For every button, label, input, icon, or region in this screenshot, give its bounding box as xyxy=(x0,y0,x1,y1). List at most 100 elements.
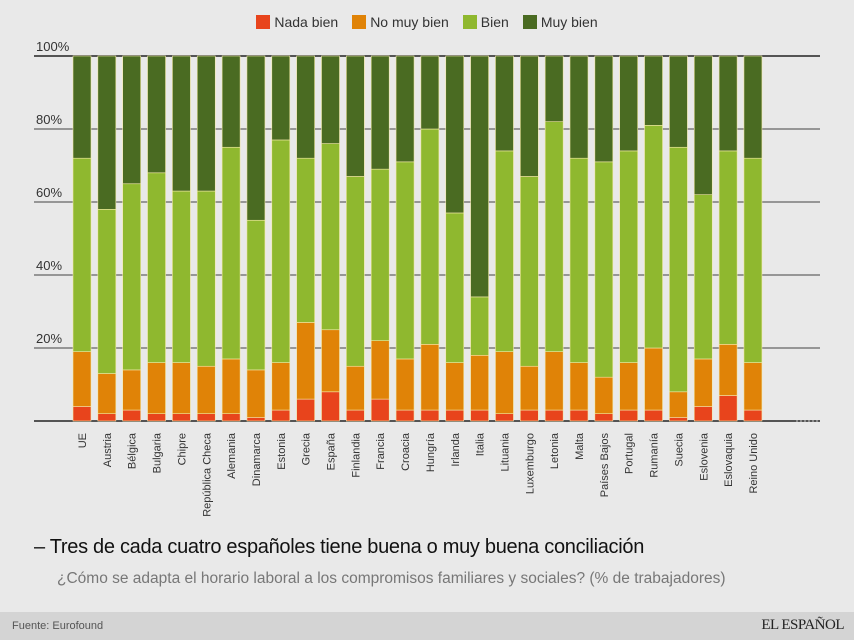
bar-segment-nada-bien xyxy=(519,409,539,422)
bar-segment-muy-bien xyxy=(346,55,365,177)
brand-logo: EL ESPAÑOL xyxy=(761,617,844,633)
chart-legend: Nada bien No muy bien Bien Muy bien xyxy=(0,14,854,30)
x-tick-label: Portugal xyxy=(624,433,636,474)
bar-segment-bien xyxy=(420,128,440,345)
bar-group-estonia xyxy=(271,55,291,422)
bar-segment-no-muy-bien xyxy=(221,358,241,415)
x-tick-label: Dinamarca xyxy=(251,432,263,486)
bar-segment-bien xyxy=(669,146,688,393)
x-tick-label: Reino Unido xyxy=(748,433,760,494)
legend-item-muy-bien: Muy bien xyxy=(522,14,598,30)
bar-segment-bien xyxy=(470,296,489,356)
bar-segment-no-muy-bien xyxy=(72,351,92,407)
bar-segment-bien xyxy=(594,161,614,378)
bar-segment-muy-bien xyxy=(370,55,390,170)
bar-segment-bien xyxy=(544,121,564,352)
bar-segment-bien xyxy=(172,190,191,363)
bar-segment-muy-bien xyxy=(619,55,639,152)
bar-segment-nada-bien xyxy=(72,406,92,422)
bar-segment-muy-bien xyxy=(544,55,564,122)
bar-segment-muy-bien xyxy=(296,55,315,159)
bar-segment-muy-bien xyxy=(395,55,415,163)
bar-group-croacia xyxy=(395,55,415,422)
bar-segment-muy-bien xyxy=(569,55,589,159)
bar-segment-no-muy-bien xyxy=(644,347,663,411)
bar-segment-muy-bien xyxy=(519,55,539,177)
x-tick-label: Alemania xyxy=(226,432,238,479)
bar-segment-no-muy-bien xyxy=(594,376,614,415)
bar-segment-muy-bien xyxy=(221,55,241,148)
bar-segment-nada-bien xyxy=(196,413,216,422)
x-tick-label: Bulgaria xyxy=(152,432,164,473)
bar-segment-nada-bien xyxy=(594,413,614,422)
bar-segment-bien xyxy=(370,168,390,341)
x-tick-label: Grecia xyxy=(301,432,313,465)
headline-dash: – xyxy=(34,536,45,558)
bar-segment-bien xyxy=(519,176,539,367)
bar-segment-bien xyxy=(693,194,713,360)
bar-segment-muy-bien xyxy=(172,55,191,192)
footer-bar: Fuente: Eurofound EL ESPAÑOL xyxy=(0,612,854,640)
source-text: Fuente: Eurofound xyxy=(12,620,104,632)
y-tick-label: 80% xyxy=(36,112,62,127)
bar-segment-muy-bien xyxy=(594,55,614,163)
legend-swatch-bien xyxy=(462,15,477,29)
bar-group-alemania xyxy=(221,55,241,422)
bar-group-austria xyxy=(97,55,117,422)
bar-segment-bien xyxy=(246,219,266,371)
bar-group-espana xyxy=(321,55,340,422)
bar-segment-no-muy-bien xyxy=(619,362,639,411)
bar-segment-no-muy-bien xyxy=(246,369,266,418)
legend-swatch-nada-bien xyxy=(256,15,271,29)
bar-segment-nada-bien xyxy=(445,409,465,422)
x-tick-label: Austria xyxy=(102,432,114,467)
bar-group-ue xyxy=(72,55,92,422)
bar-segment-nada-bien xyxy=(544,409,564,422)
bar-segment-muy-bien xyxy=(72,55,92,159)
bar-group-finlandia xyxy=(346,55,365,422)
bar-segment-nada-bien xyxy=(221,413,241,422)
bar-segment-nada-bien xyxy=(346,409,365,422)
bar-group-suecia xyxy=(669,55,688,422)
bar-segment-no-muy-bien xyxy=(296,322,315,400)
bar-segment-bien xyxy=(271,139,291,363)
x-tick-label: Países Bajos xyxy=(599,433,611,498)
x-tick-label: Eslovenia xyxy=(698,432,710,481)
x-tick-label: Bélgica xyxy=(127,432,139,469)
bar-segment-no-muy-bien xyxy=(196,365,216,415)
legend-label: Bien xyxy=(480,14,509,30)
bar-segment-nada-bien xyxy=(569,409,589,422)
bar-segment-bien xyxy=(346,176,365,367)
bar-segment-no-muy-bien xyxy=(97,373,117,414)
bar-segment-nada-bien xyxy=(246,417,266,422)
bar-segment-no-muy-bien xyxy=(519,365,539,411)
bar-segment-nada-bien xyxy=(172,413,191,422)
legend-item-no-muy-bien: No muy bien xyxy=(352,14,449,30)
bar-segment-no-muy-bien xyxy=(271,362,291,411)
bar-segment-no-muy-bien xyxy=(370,340,390,400)
bar-group-italia xyxy=(470,55,489,422)
y-tick-label: 60% xyxy=(36,185,62,200)
bar-segment-bien xyxy=(743,157,763,363)
bar-segment-nada-bien xyxy=(644,409,663,422)
bar-group-grecia xyxy=(296,55,315,422)
legend-swatch-muy-bien xyxy=(522,15,537,29)
legend-label: Nada bien xyxy=(274,14,339,30)
bar-group-eslovenia xyxy=(693,55,713,422)
chart-headline: – Tres de cada cuatro españoles tiene bu… xyxy=(34,536,644,559)
x-tick-label: Malta xyxy=(574,432,586,460)
bar-segment-nada-bien xyxy=(147,413,166,422)
bar-segment-nada-bien xyxy=(743,409,763,422)
bar-segment-no-muy-bien xyxy=(718,344,738,396)
bar-segment-muy-bien xyxy=(669,55,688,148)
bar-segment-bien xyxy=(395,161,415,360)
x-tick-label: Croacia xyxy=(400,432,412,471)
bar-segment-nada-bien xyxy=(495,413,514,422)
bar-segment-nada-bien xyxy=(370,398,390,422)
bar-segment-no-muy-bien xyxy=(420,344,440,411)
legend-item-nada-bien: Nada bien xyxy=(256,14,338,30)
bar-group-chipre xyxy=(172,55,191,422)
legend-swatch-no-muy-bien xyxy=(352,15,367,29)
bar-segment-muy-bien xyxy=(495,55,514,152)
x-tick-label: Rumanía xyxy=(649,432,661,478)
